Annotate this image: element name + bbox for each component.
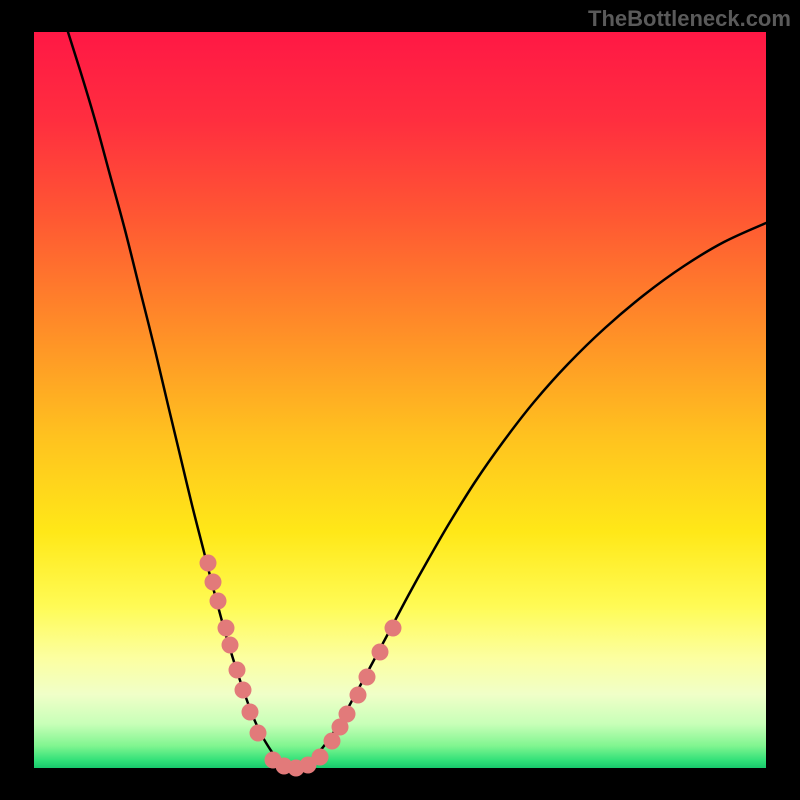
data-marker	[205, 574, 222, 591]
data-marker	[385, 620, 402, 637]
data-marker	[250, 725, 267, 742]
left-curve	[68, 32, 295, 768]
data-marker	[350, 687, 367, 704]
data-marker	[312, 749, 329, 766]
data-marker	[359, 669, 376, 686]
canvas-root: TheBottleneck.com	[0, 0, 800, 800]
data-marker	[235, 682, 252, 699]
data-marker	[339, 706, 356, 723]
overlay-svg	[0, 0, 800, 800]
data-marker	[218, 620, 235, 637]
data-marker	[229, 662, 246, 679]
data-marker	[222, 637, 239, 654]
data-marker	[210, 593, 227, 610]
data-marker	[200, 555, 217, 572]
data-marker	[242, 704, 259, 721]
data-marker	[372, 644, 389, 661]
right-curve	[295, 223, 766, 768]
watermark-text: TheBottleneck.com	[588, 6, 791, 32]
